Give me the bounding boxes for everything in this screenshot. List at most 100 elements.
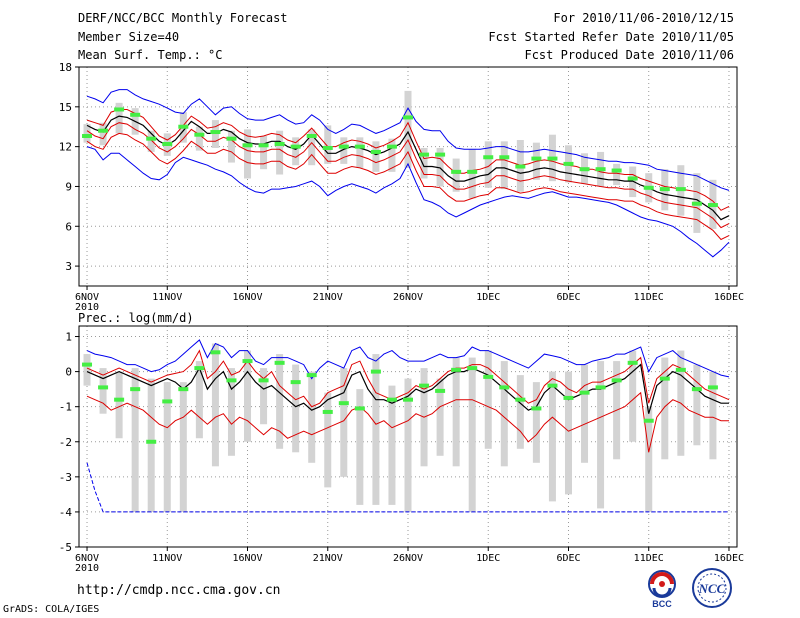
y-tick-label: -3 bbox=[59, 471, 72, 484]
y-tick-label: -2 bbox=[59, 436, 72, 449]
plot-frame bbox=[78, 325, 738, 548]
ensemble-bar bbox=[99, 368, 107, 414]
median-marker bbox=[386, 144, 397, 149]
median-marker bbox=[370, 149, 381, 154]
median-marker bbox=[98, 385, 109, 390]
median-marker bbox=[691, 201, 702, 206]
median-marker bbox=[114, 107, 125, 112]
x-tick-label: 11DEC bbox=[634, 553, 664, 564]
y-tick-label: -4 bbox=[59, 506, 73, 519]
y-tick-label: 1 bbox=[65, 331, 72, 344]
median-marker bbox=[146, 439, 157, 444]
median-marker bbox=[226, 378, 237, 383]
median-marker bbox=[467, 366, 478, 371]
series-lower2-line bbox=[86, 132, 730, 241]
chart-title: DERF/NCC/BCC Monthly Forecast bbox=[78, 11, 288, 25]
ensemble-bar bbox=[179, 382, 187, 512]
median-marker bbox=[130, 387, 141, 392]
x-tick-label: 16NOV bbox=[232, 553, 262, 564]
ensemble-bar bbox=[276, 130, 284, 175]
ensemble-bar bbox=[404, 378, 412, 512]
ensemble-bar bbox=[276, 354, 284, 449]
x-tick-label: 16DEC bbox=[714, 553, 744, 564]
bcc-logo-text: BCC bbox=[652, 599, 672, 609]
median-marker bbox=[82, 134, 93, 139]
median-marker bbox=[483, 374, 494, 379]
median-marker bbox=[499, 385, 510, 390]
median-marker bbox=[194, 366, 205, 371]
median-marker bbox=[338, 144, 349, 149]
ensemble-bar bbox=[516, 375, 524, 449]
median-marker bbox=[515, 164, 526, 169]
ensemble-bar bbox=[484, 350, 492, 449]
y-tick-label: 12 bbox=[59, 141, 72, 154]
median-marker bbox=[675, 367, 686, 372]
source-url[interactable]: http://cmdp.ncc.cma.gov.cn bbox=[77, 583, 281, 598]
series-max-line bbox=[86, 89, 730, 191]
x-tick-label: 6DEC bbox=[556, 553, 580, 564]
median-marker bbox=[563, 395, 574, 400]
ensemble-bar bbox=[211, 343, 219, 467]
median-marker bbox=[306, 373, 317, 378]
y-tick-label: 6 bbox=[65, 220, 72, 233]
ensemble-bar bbox=[260, 136, 268, 170]
x-tick-label: 6DEC bbox=[556, 292, 580, 303]
median-marker bbox=[675, 187, 686, 192]
ensemble-bar bbox=[597, 361, 605, 509]
median-marker bbox=[242, 359, 253, 364]
ensemble-bar bbox=[436, 147, 444, 187]
median-marker bbox=[611, 168, 622, 173]
ensemble-bar bbox=[195, 361, 203, 439]
ensemble-bar bbox=[115, 102, 123, 134]
ensemble-bar bbox=[629, 350, 637, 442]
ensemble-bar bbox=[532, 382, 540, 463]
median-marker bbox=[435, 152, 446, 157]
median-marker bbox=[547, 383, 558, 388]
x-tick-label: 16DEC bbox=[714, 292, 744, 303]
median-marker bbox=[290, 380, 301, 385]
series-max-line bbox=[86, 339, 730, 380]
median-marker bbox=[322, 409, 333, 414]
y-tick-label: 18 bbox=[59, 61, 72, 74]
median-marker bbox=[114, 397, 125, 402]
median-marker bbox=[419, 383, 430, 388]
ensemble-bar bbox=[308, 129, 316, 166]
ensemble-bar bbox=[356, 137, 364, 168]
ensemble-bar bbox=[613, 163, 621, 186]
series-lower-line bbox=[86, 391, 729, 453]
ensemble-bar bbox=[436, 378, 444, 456]
precipitation-panel-label: Prec.: log(mm/d) bbox=[78, 311, 194, 325]
ensemble-bar bbox=[131, 368, 139, 512]
member-size: Member Size=40 bbox=[78, 30, 180, 44]
median-marker bbox=[451, 367, 462, 372]
median-marker bbox=[210, 350, 221, 355]
median-marker bbox=[595, 385, 606, 390]
ensemble-bar bbox=[227, 368, 235, 456]
ensemble-bar bbox=[581, 364, 589, 463]
median-marker bbox=[226, 136, 237, 141]
x-tick-label: 11NOV bbox=[152, 292, 182, 303]
median-marker bbox=[467, 169, 478, 174]
ensemble-bar bbox=[115, 371, 123, 439]
ensemble-bar bbox=[83, 354, 91, 386]
median-marker bbox=[354, 144, 365, 149]
x-tick-label: 16NOV bbox=[232, 292, 262, 303]
x-tick-label: 11NOV bbox=[152, 553, 182, 564]
ensemble-bar bbox=[260, 368, 268, 425]
x-tick-label: 1DEC bbox=[476, 292, 500, 303]
ensemble-bar bbox=[629, 166, 637, 198]
median-marker bbox=[258, 143, 269, 148]
ensemble-bar bbox=[661, 357, 669, 460]
ensemble-bar bbox=[388, 385, 396, 505]
ensemble-bar bbox=[500, 141, 508, 190]
ensemble-bar bbox=[484, 141, 492, 188]
median-marker bbox=[403, 397, 413, 402]
ensemble-bar bbox=[388, 138, 396, 172]
median-marker bbox=[627, 360, 638, 365]
ensemble-bar bbox=[244, 350, 252, 442]
median-marker bbox=[354, 406, 365, 411]
median-marker bbox=[547, 156, 558, 161]
median-marker bbox=[611, 378, 622, 383]
median-marker bbox=[338, 401, 349, 406]
